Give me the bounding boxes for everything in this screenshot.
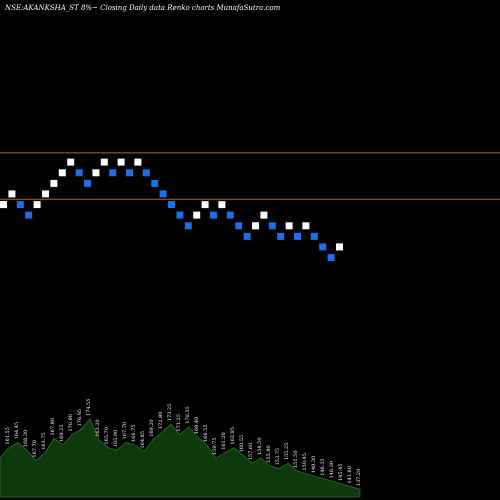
volume-label: 141.60 xyxy=(347,466,353,484)
volume-label: 168.40 xyxy=(194,417,200,435)
volume-label: 167.70 xyxy=(122,422,128,440)
volume-label: 163.95 xyxy=(230,427,236,445)
volume-label: 158.50 xyxy=(257,438,263,456)
renko-brick-down xyxy=(16,201,24,209)
volume-label: 161.55 xyxy=(5,427,11,445)
volume-label: 153.75 xyxy=(275,448,281,466)
volume-label: 159.75 xyxy=(212,438,218,456)
volume-label: 165.70 xyxy=(104,427,110,445)
renko-brick-down xyxy=(109,169,117,177)
renko-brick-up xyxy=(285,222,293,230)
volume-area-path xyxy=(0,418,361,498)
renko-brick-up xyxy=(336,243,343,251)
volume-label: 173.25 xyxy=(167,404,173,422)
renko-brick-up xyxy=(117,158,125,166)
renko-brick-up xyxy=(50,179,58,187)
volume-label: 167.70 xyxy=(32,440,38,458)
volume-label: 161.20 xyxy=(221,432,227,450)
volume-label: 145.45 xyxy=(338,464,344,482)
renko-brick-up xyxy=(201,201,209,209)
renko-brick-up xyxy=(193,211,201,219)
volume-label: 163.20 xyxy=(95,419,101,437)
volume-label: 174.55 xyxy=(86,399,92,417)
renko-brick-down xyxy=(159,190,167,198)
renko-brick-down xyxy=(151,179,159,187)
volume-label: 171.25 xyxy=(176,414,182,432)
renko-brick-down xyxy=(235,222,243,230)
volume-label: 169.25 xyxy=(59,425,65,443)
renko-brick-up xyxy=(33,201,41,209)
volume-label: 169.20 xyxy=(149,419,155,437)
volume-label: 151.50 xyxy=(293,451,299,469)
volume-label: 168.80 xyxy=(0,438,2,456)
renko-brick-down xyxy=(176,211,184,219)
volume-label: 146.30 xyxy=(329,461,335,479)
volume-label: 168.30 xyxy=(23,430,29,448)
renko-brick-up xyxy=(67,158,75,166)
volume-label: 155.25 xyxy=(284,443,290,461)
renko-brick-down xyxy=(142,169,150,177)
volume-label: 166.75 xyxy=(131,425,137,443)
volume-label: 149.30 xyxy=(311,456,317,474)
renko-brick-down xyxy=(126,169,133,177)
renko-brick-up xyxy=(92,169,100,177)
renko-brick-down xyxy=(294,232,301,240)
renko-brick-up xyxy=(252,222,259,230)
renko-brick-down xyxy=(277,232,285,240)
volume-label: 167.80 xyxy=(50,418,56,436)
volume-label: 164.85 xyxy=(140,431,146,449)
renko-brick-up xyxy=(134,158,142,166)
renko-brick-down xyxy=(243,232,251,240)
renko-brick-up xyxy=(100,158,108,166)
renko-brick-down xyxy=(327,254,335,262)
renko-brick-up xyxy=(42,190,49,198)
renko-brick-down xyxy=(184,222,192,230)
renko-brick-down xyxy=(210,211,217,219)
volume-label: 155.80 xyxy=(266,445,272,463)
volume-label: 176.95 xyxy=(77,409,83,427)
renko-brick-up xyxy=(8,190,16,198)
volume-label: 148.35 xyxy=(320,458,326,476)
renko-bricks xyxy=(0,158,343,262)
renko-brick-down xyxy=(84,179,91,187)
renko-brick-up xyxy=(260,211,268,219)
renko-brick-down xyxy=(226,211,234,219)
renko-brick-down xyxy=(310,232,318,240)
renko-brick-up xyxy=(218,201,226,209)
level-lines xyxy=(0,152,500,200)
volume-label: 165.90 xyxy=(113,430,119,448)
volume-label: 170.35 xyxy=(185,406,191,424)
renko-brick-down xyxy=(268,222,276,230)
volume-label: 157.60 xyxy=(248,443,254,461)
renko-brick-down xyxy=(25,211,33,219)
renko-brick-up xyxy=(302,222,310,230)
renko-brick-down xyxy=(168,201,175,209)
renko-brick-up xyxy=(0,201,7,209)
volume-label: 170.90 xyxy=(68,414,74,432)
volume-label: 166.55 xyxy=(203,425,209,443)
volume-label: 172.80 xyxy=(158,412,164,430)
volume-label: 163.75 xyxy=(41,432,47,450)
renko-brick-up xyxy=(58,169,66,177)
renko-brick-down xyxy=(75,169,83,177)
volume-label: 137.20 xyxy=(356,469,362,487)
renko-brick-down xyxy=(319,243,327,251)
volume-label: 164.45 xyxy=(14,422,20,440)
volume-area xyxy=(0,418,361,498)
volume-label: 150.45 xyxy=(302,453,308,471)
chart-title: NSE:AKANKSHA_ST 8%~ Closing Daily data R… xyxy=(4,4,281,12)
volume-label: 160.55 xyxy=(239,435,245,453)
